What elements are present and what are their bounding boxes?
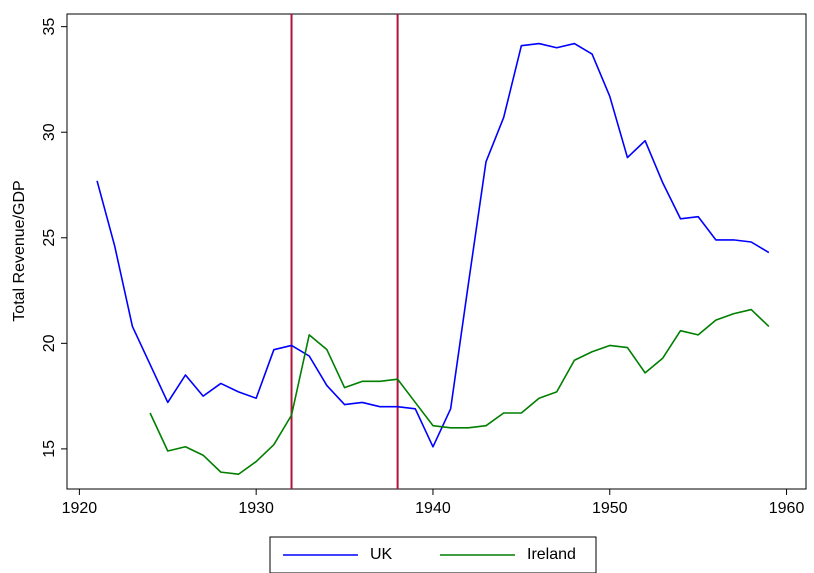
y-tick-label: 30 <box>41 123 58 141</box>
x-tick-label: 1920 <box>62 500 98 517</box>
y-tick-label: 20 <box>41 334 58 352</box>
legend-label: UK <box>370 546 393 563</box>
y-axis-label: Total Revenue/GDP <box>11 180 28 321</box>
series-line <box>96 42 770 448</box>
y-tick-label: 25 <box>41 229 58 247</box>
plot-area <box>66 13 807 490</box>
x-tick-label: 1950 <box>592 500 628 517</box>
x-tick-label: 1960 <box>769 500 805 517</box>
x-tick-label: 1930 <box>238 500 274 517</box>
x-tick-label: 1940 <box>415 500 451 517</box>
y-tick-label: 35 <box>41 18 58 36</box>
series-line <box>149 308 770 476</box>
legend-box <box>269 536 597 573</box>
y-tick-label: 15 <box>41 440 58 458</box>
legend-label: Ireland <box>527 546 576 563</box>
